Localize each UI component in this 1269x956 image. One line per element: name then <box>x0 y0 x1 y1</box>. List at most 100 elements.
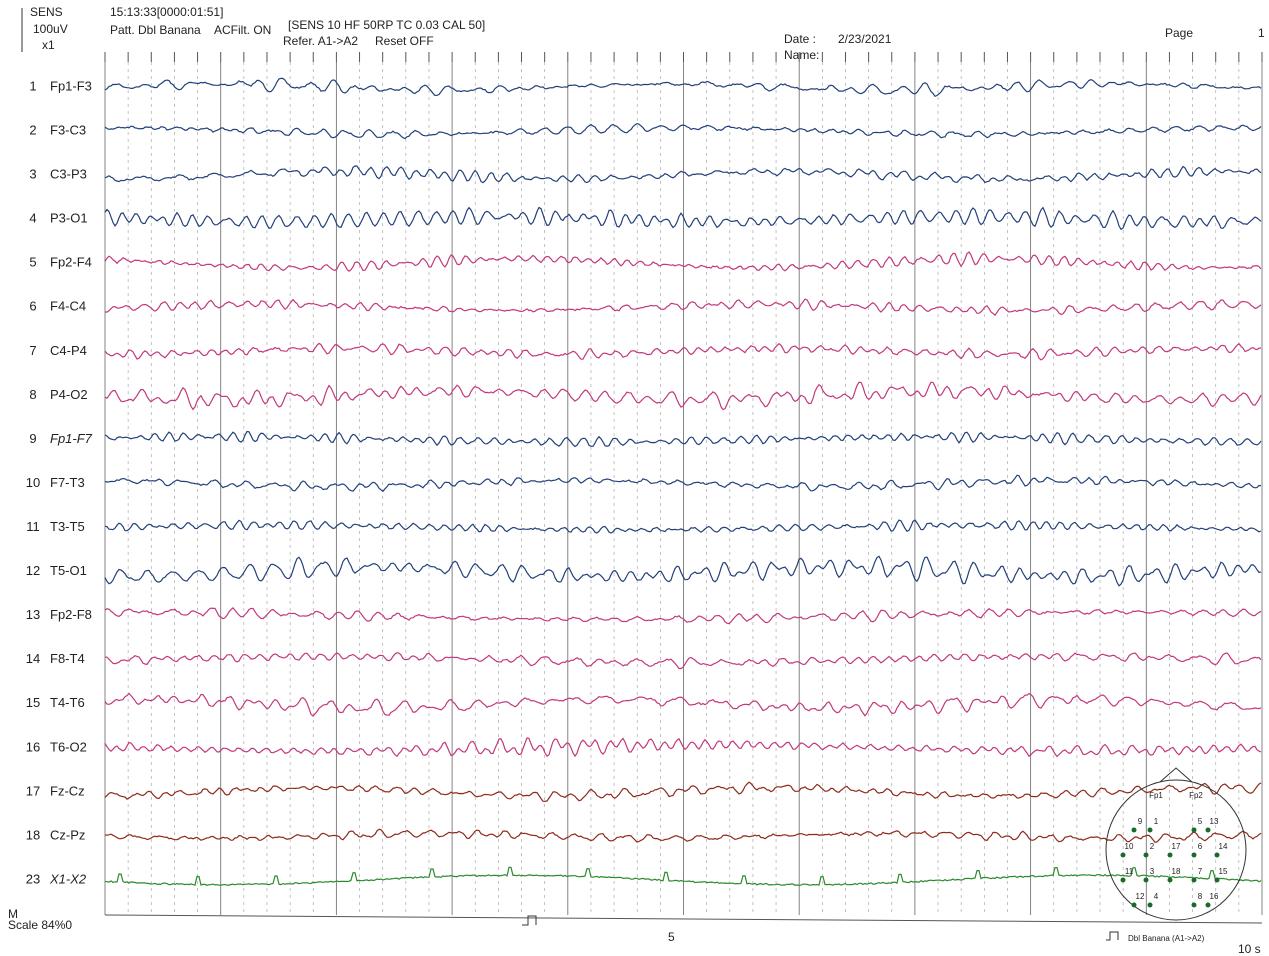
time-grid <box>104 52 1263 924</box>
eeg-trace <box>104 206 1262 231</box>
eeg-trace <box>104 342 1262 361</box>
channel-number: 11 <box>26 519 40 534</box>
cal-pulse <box>1106 931 1119 941</box>
time: 15:13:33[0000:01:51] <box>110 5 223 19</box>
eeg-trace <box>104 165 1262 184</box>
eeg-trace <box>104 381 1262 411</box>
channel-label: P4-O2 <box>50 387 88 402</box>
electrode-dot <box>1205 827 1211 833</box>
channel-number: 12 <box>26 563 40 578</box>
electrode-dot <box>1205 902 1211 908</box>
electrode-dot <box>1143 852 1149 858</box>
electrode-number: 2 <box>1150 842 1155 851</box>
settings: [SENS 10 HF 50RP TC 0.03 CAL 50] <box>288 18 485 32</box>
channel-label: Fp1-F7 <box>50 431 93 446</box>
electrode-number: 16 <box>1210 892 1219 901</box>
electrode-dot <box>1131 902 1137 908</box>
filter: ACFilt. ON <box>214 23 271 37</box>
channel-label: Fp1-F3 <box>50 78 92 93</box>
pattern: Patt. Dbl Banana <box>110 23 201 37</box>
electrode-dot <box>1143 877 1149 883</box>
channel-label: C3-P3 <box>50 167 87 182</box>
marker: M <box>8 907 18 921</box>
date-label: Date : <box>784 32 816 46</box>
electrode-dot <box>1191 827 1197 833</box>
channel-number: 3 <box>29 167 36 182</box>
channel-number: 9 <box>29 431 36 446</box>
channel-number: 13 <box>26 607 40 622</box>
scale: Scale 84%0 <box>8 918 72 932</box>
electrode-number: 10 <box>1125 842 1134 851</box>
channel-label: T6-O2 <box>50 739 87 754</box>
electrode-dot <box>1131 827 1137 833</box>
channel-number: 1 <box>29 78 36 93</box>
electrode-number: 7 <box>1198 867 1203 876</box>
electrode-dot <box>1214 877 1220 883</box>
eeg-trace <box>104 298 1262 316</box>
electrode-dot <box>1147 827 1153 833</box>
electrode-dot <box>1167 852 1173 858</box>
electrode-number: 6 <box>1198 842 1203 851</box>
electrode-number: 8 <box>1198 892 1203 901</box>
head-outline <box>1105 779 1247 921</box>
reference: Refer. A1->A2 <box>283 34 358 48</box>
electrode-number: 12 <box>1136 892 1145 901</box>
channel-label: X1-X2 <box>49 871 87 886</box>
eeg-trace <box>104 692 1262 717</box>
electrode-number: 15 <box>1219 867 1228 876</box>
electrode-dot <box>1147 902 1153 908</box>
channel-number: 15 <box>26 695 40 710</box>
electrode-number: 3 <box>1150 867 1155 876</box>
electrode-dot <box>1191 902 1197 908</box>
date: 2/23/2021 <box>838 32 892 46</box>
channel-label: Fp2-F8 <box>50 607 92 622</box>
channel-number: 8 <box>29 387 36 402</box>
electrode-dot <box>1120 852 1126 858</box>
electrode-number: 9 <box>1138 817 1143 826</box>
eeg-trace <box>104 737 1262 758</box>
channel-number: 6 <box>29 299 36 314</box>
channel-label: T4-T6 <box>50 695 85 710</box>
eeg-trace <box>104 866 1262 886</box>
channel-number: 7 <box>29 343 36 358</box>
electrode-dot <box>1120 877 1126 883</box>
electrode-number: 13 <box>1210 817 1219 826</box>
channel-number: 18 <box>26 827 40 842</box>
eeg-trace <box>104 77 1262 98</box>
name-label: Name: <box>784 48 819 62</box>
channel-label: C4-P4 <box>50 343 87 358</box>
electrode-label: Fp2 <box>1189 791 1203 800</box>
channel-label: Cz-Pz <box>50 827 85 842</box>
channel-number: 10 <box>26 475 40 490</box>
channel-number: 17 <box>26 783 40 798</box>
electrode-number: 18 <box>1172 867 1181 876</box>
page-label: Page <box>1165 26 1193 40</box>
electrode-number: 5 <box>1198 817 1203 826</box>
electrode-number: 1 <box>1154 817 1159 826</box>
channel-label: F8-T4 <box>50 651 85 666</box>
eeg-trace <box>104 474 1262 493</box>
channel-number: 5 <box>29 255 36 270</box>
channel-number: 23 <box>26 871 40 886</box>
channel-number: 2 <box>29 122 36 137</box>
channel-number: 16 <box>26 739 40 754</box>
electrode-number: 11 <box>1125 867 1134 876</box>
electrode-dot <box>1191 877 1197 883</box>
electrode-dot <box>1191 852 1197 858</box>
channel-label: P3-O1 <box>50 211 88 226</box>
eeg-trace <box>104 828 1262 843</box>
electrode-label: Fp1 <box>1149 791 1163 800</box>
electrode-number: 4 <box>1154 892 1159 901</box>
channel-label: T5-O1 <box>50 563 87 578</box>
channel-label: F7-T3 <box>50 475 85 490</box>
channel-label: T3-T5 <box>50 519 85 534</box>
footer: M Scale 84%0 5 Dbl Banana (A1->A2) 10 s <box>8 907 1261 956</box>
channel-label: Fz-Cz <box>50 783 85 798</box>
electrode-dot <box>1167 877 1173 883</box>
eeg-trace <box>104 781 1262 803</box>
eeg-trace <box>104 122 1262 140</box>
channel-number: 14 <box>26 651 40 666</box>
cal-pulse <box>522 915 537 926</box>
traces: 1 Fp1-F32 F3-C33 C3-P34 P3-O15 Fp2-F46 F4-C47 C… <box>26 77 1262 886</box>
